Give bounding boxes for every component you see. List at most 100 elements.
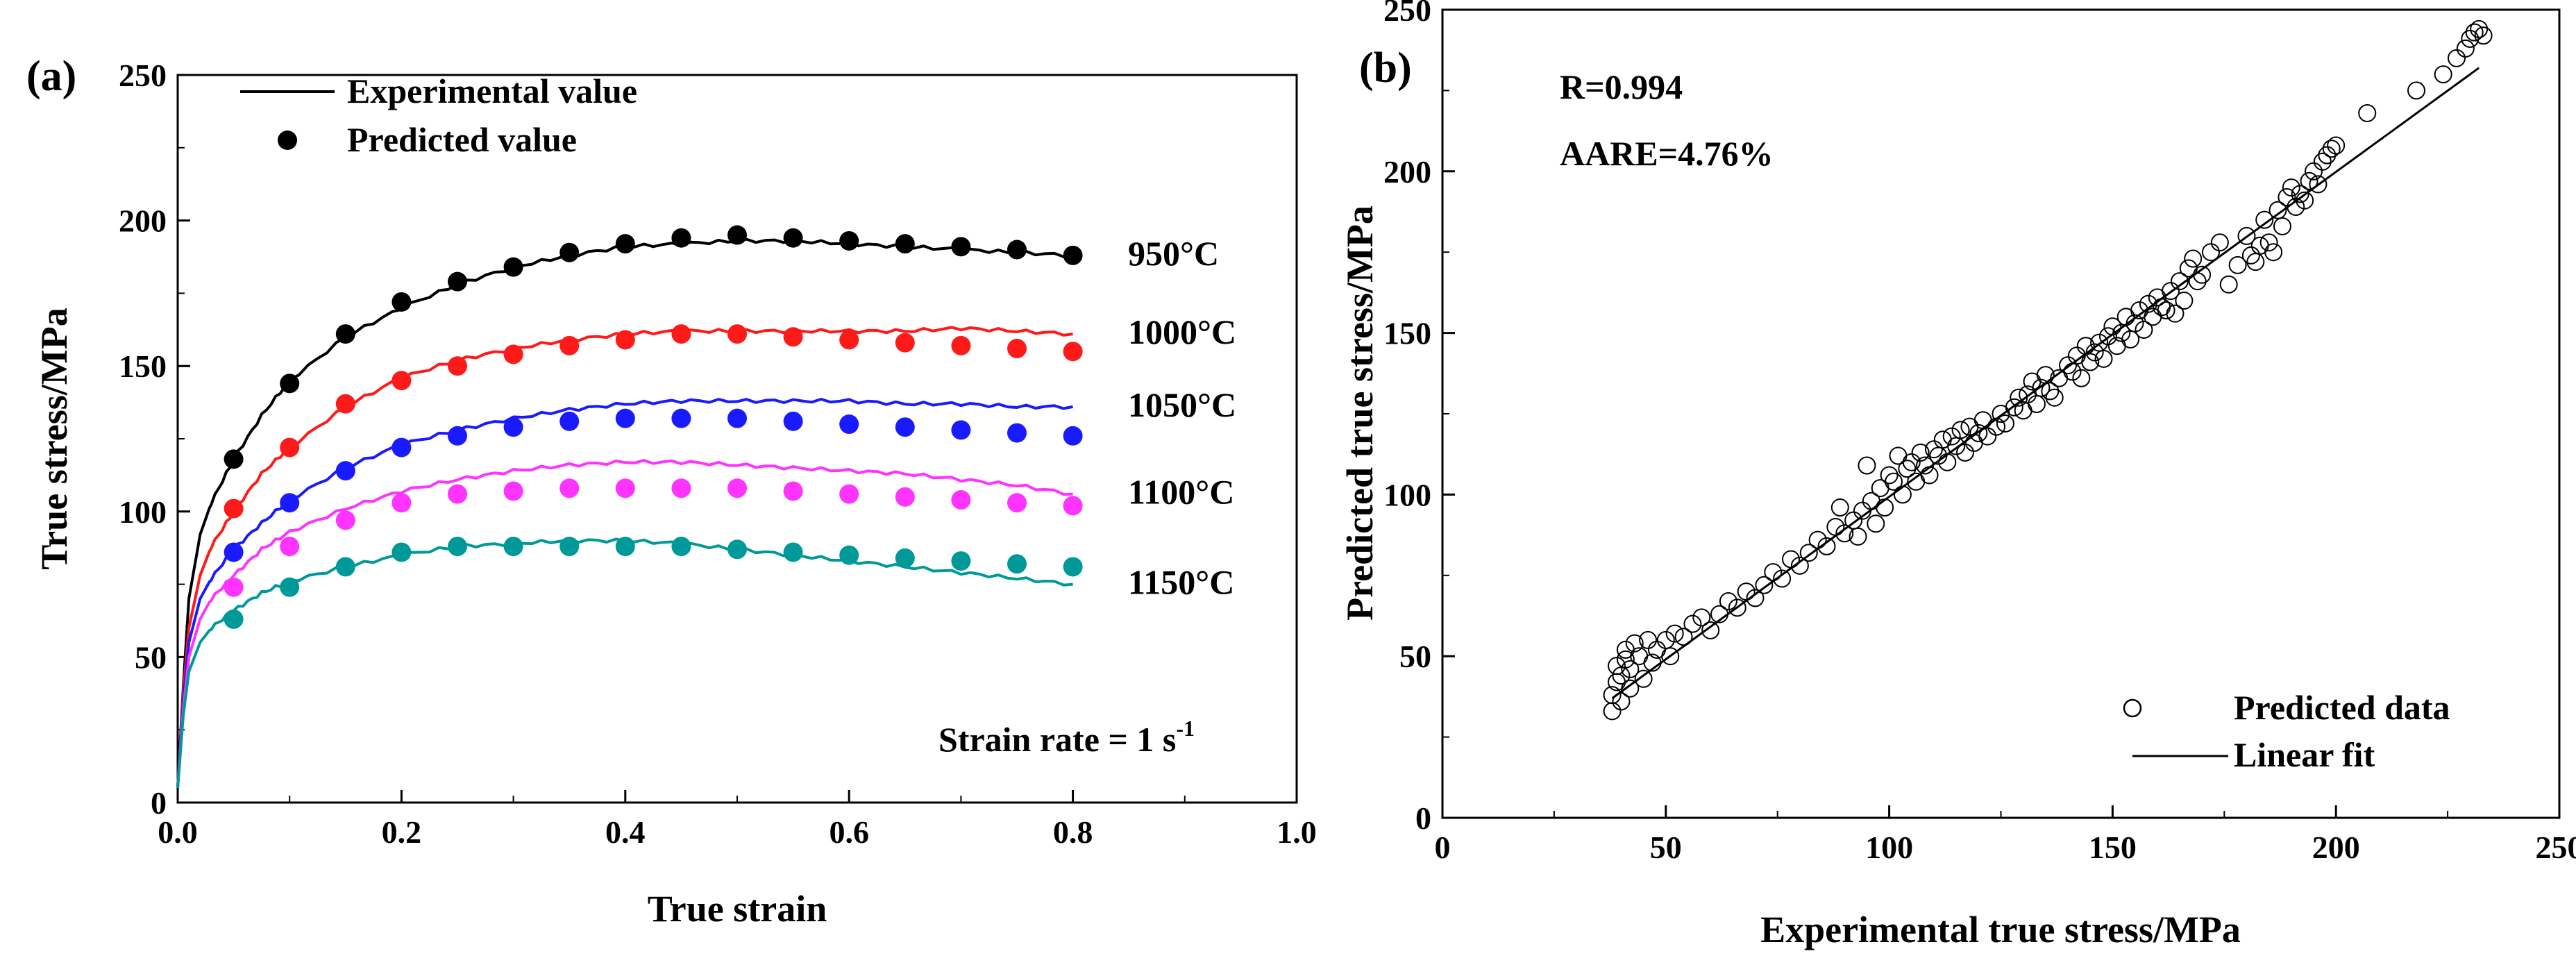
y-tick-label: 200 [1383,154,1431,190]
point-950-c [727,225,747,245]
scatter-point [1790,556,1809,575]
point-1000-c [559,335,580,355]
point-1050-c [727,408,747,428]
y-tick-label: 250 [119,58,167,93]
strain-rate-text: Strain rate = 1 s [938,720,1176,759]
scatter-point [2210,233,2229,252]
point-1050-c [951,420,971,440]
scatter-point [1920,466,1939,485]
label-1150-c: 1150°C [1128,563,1234,602]
scatter-point [1996,414,2014,433]
scatter-point [2139,294,2157,313]
x-tick-label: 0.0 [158,814,198,850]
point-1100-c [727,478,747,498]
scatter-point [2237,226,2256,245]
scatter-point [1830,498,1849,517]
point-1150-c [1007,554,1027,574]
scatter-point [1773,569,1792,588]
panel-b-x-axis-title: Experimental true stress/MPa [1760,909,2241,950]
x-tick-label: 0.6 [829,814,869,850]
scatter-point [1799,544,1818,562]
scatter-point [1942,427,1961,446]
label-950-c: 950°C [1128,234,1219,273]
scatter-point [1608,657,1626,676]
x-tick-label: 200 [2312,830,2360,865]
scatter-point [2228,255,2247,274]
label-1100-c: 1100°C [1128,473,1234,512]
x-tick-label: 150 [2089,830,2137,865]
panel-a-temperature-labels: 950°C 1000°C 1050°C 1100°C 1150°C [1128,234,1236,602]
legend-predicted-data-marker [2123,698,2142,718]
scatter-point [1621,679,1640,698]
point-1000-c [727,324,747,344]
point-1000-c [224,498,244,519]
point-1000-c [1007,339,1027,359]
point-1050-c [503,417,523,437]
point-1100-c [951,490,971,510]
point-1050-c [839,414,859,435]
point-1100-c [559,478,580,498]
panel-a-curves [176,237,1073,789]
panel-b-scatter-points [1603,19,2493,721]
x-tick-label: 0.4 [605,814,646,850]
y-tick-label: 250 [1383,0,1431,28]
scatter-point [2157,301,2175,320]
point-1150-c [224,609,244,629]
panel-a-plot-frame [176,74,1298,804]
point-1150-c [895,548,915,568]
scatter-point [2305,162,2323,181]
point-950-c [335,324,355,344]
point-1100-c [671,478,691,498]
scatter-point [2447,49,2466,67]
scatter-point [1692,608,1711,627]
scatter-point [1956,443,1975,462]
point-1050-c [280,493,300,513]
point-1100-c [503,481,523,501]
point-1150-c [783,542,803,562]
x-tick-label: 0.2 [382,814,422,850]
scatter-point [2219,275,2238,294]
panel-a-label: (a) [26,53,76,100]
scatter-point [1612,692,1631,711]
point-1150-c [839,545,859,565]
scatter-point [2407,81,2426,100]
curve-1000-c [176,326,1073,789]
scatter-point [2135,320,2153,339]
scatter-point [1911,443,1930,462]
scatter-point [1924,440,1943,459]
scatter-point [1933,430,1952,449]
panel-a-x-axis-title: True strain [648,888,827,930]
panel-b-y-axis-title: Predicted true stress/MPa [1339,205,1381,621]
point-950-c [839,230,859,251]
scatter-point [2465,23,2484,42]
scatter-point [1867,514,1885,533]
scatter-point [2470,19,2489,38]
legend-predicted-data-label: Predicted data [2234,688,2450,727]
panel-b-linear-fit [1611,67,2480,699]
scatter-point [1858,456,1876,475]
scatter-point [1964,433,1983,452]
point-1000-c [895,333,915,353]
scatter-point [2291,185,2309,203]
x-tick-label: 100 [1865,830,1913,865]
point-1100-c [335,510,355,530]
point-1000-c [280,437,300,458]
y-tick-label: 100 [119,494,167,530]
scatter-point [2434,65,2452,84]
point-1000-c [839,330,859,350]
point-1150-c [951,551,971,571]
panel-a-ticks: 0.0 0.2 0.4 0.6 0.8 1.0 0 50 100 150 200 250 [119,58,1317,850]
point-1150-c [671,537,691,557]
scatter-point [1661,647,1680,666]
point-1000-c [783,327,803,347]
point-950-c [1007,240,1027,260]
point-1050-c [1007,423,1027,443]
point-1050-c [335,461,355,481]
point-950-c [671,228,691,248]
curve-1150-c [176,537,1073,789]
scatter-point [2255,210,2274,229]
y-tick-label: 50 [1399,639,1431,674]
panel-a-y-axis-title: True stress/MPa [33,308,75,569]
point-950-c [1063,245,1083,265]
point-1150-c [1063,557,1083,577]
